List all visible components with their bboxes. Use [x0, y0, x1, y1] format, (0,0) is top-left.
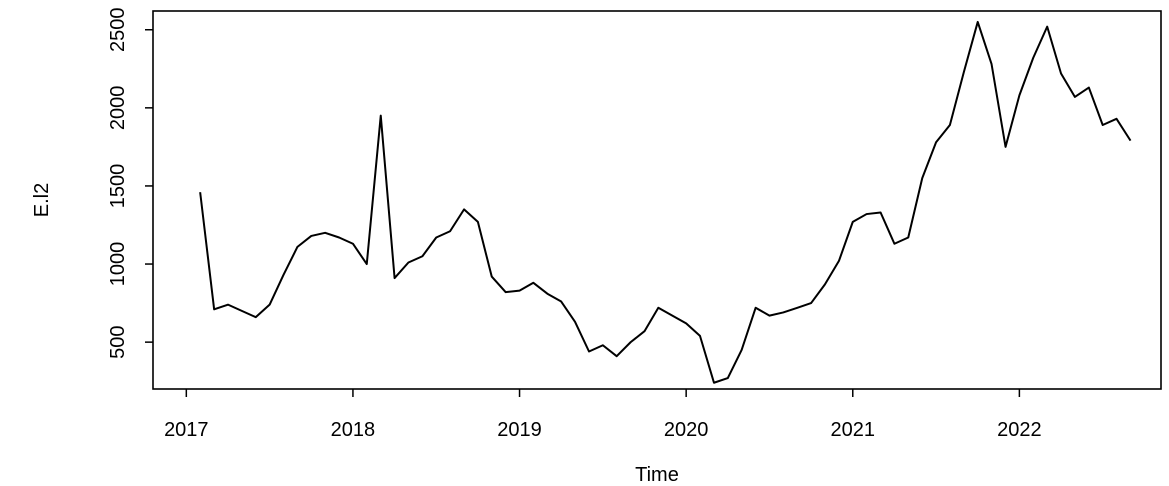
x-axis-label: Time — [635, 464, 679, 486]
y-axis-label: E.l2 — [31, 183, 53, 217]
x-tick-label: 2020 — [664, 419, 709, 441]
y-tick-label: 1000 — [107, 242, 129, 287]
x-tick-label: 2017 — [164, 419, 209, 441]
y-axis: 500 1000 1500 2000 2500 — [107, 7, 153, 359]
y-tick-label: 2000 — [107, 86, 129, 131]
x-tick-label: 2021 — [831, 419, 876, 441]
y-tick-label: 1500 — [107, 164, 129, 209]
x-tick-label: 2019 — [497, 419, 542, 441]
x-tick-label: 2022 — [997, 419, 1042, 441]
x-tick-label: 2018 — [331, 419, 376, 441]
x-axis: 2017 2018 2019 2020 2021 2022 — [164, 389, 1042, 441]
y-tick-label: 2500 — [107, 7, 129, 52]
series-line — [199, 20, 1132, 384]
plot-frame — [152, 10, 1162, 390]
y-tick-label: 500 — [107, 325, 129, 358]
